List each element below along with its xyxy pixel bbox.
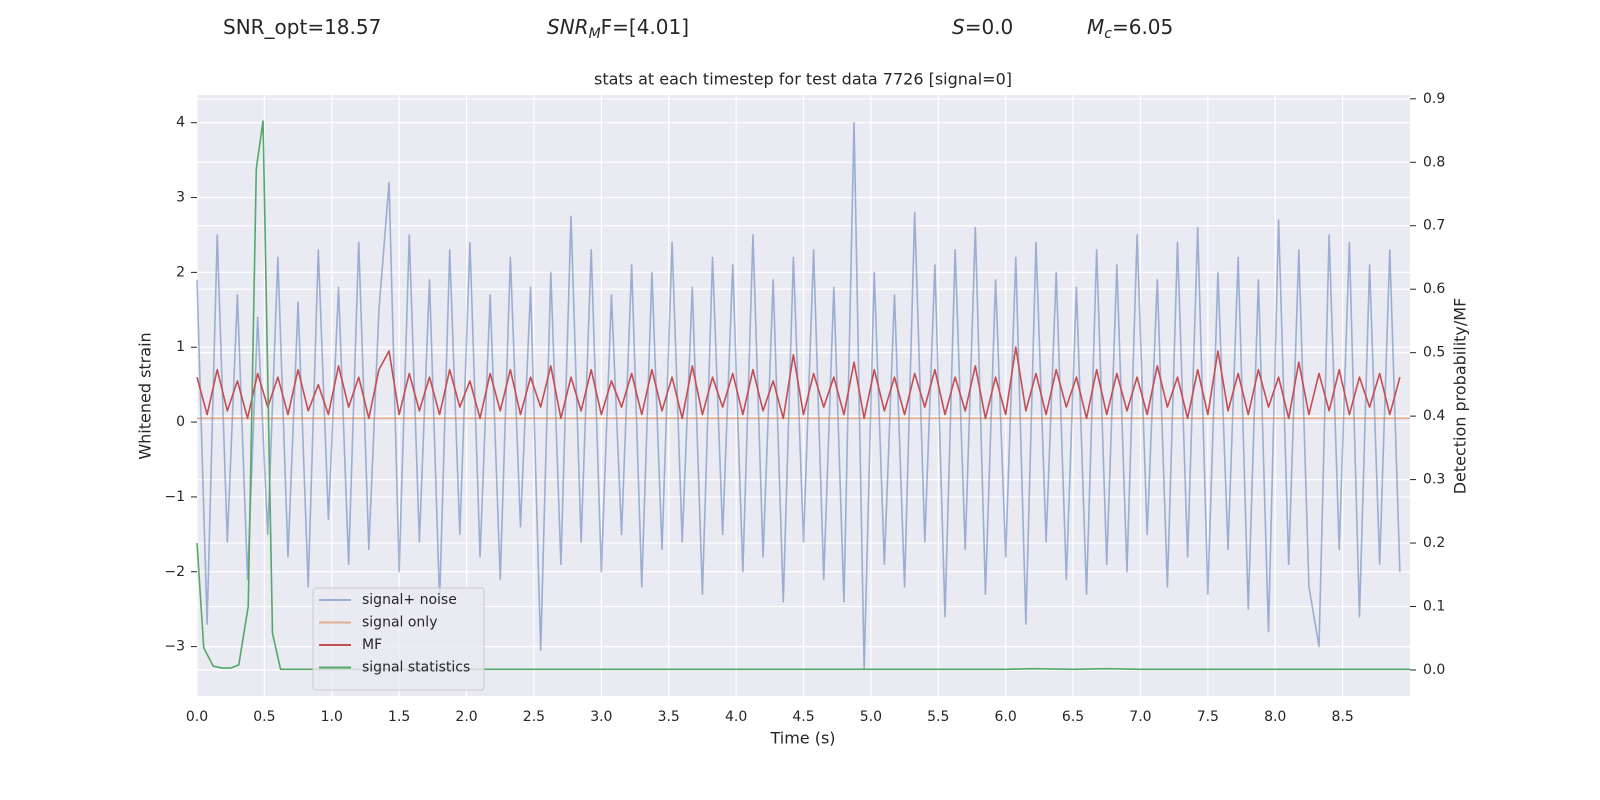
legend-label: signal statistics [362, 660, 470, 676]
y2-tick-label: 0.2 [1423, 535, 1445, 551]
legend-label: MF [362, 637, 382, 653]
y-tick-label: −1 [164, 489, 185, 505]
annotation-text: SNR_opt=18.57 [223, 15, 381, 39]
x-tick-label: 3.5 [658, 709, 680, 725]
x-tick-label: 1.5 [388, 709, 410, 725]
x-tick-label: 8.0 [1264, 709, 1286, 725]
legend-label: signal only [362, 615, 437, 631]
y-tick-label: 3 [176, 190, 185, 206]
y2-tick-label: 0.8 [1423, 154, 1445, 170]
x-tick-label: 6.5 [1062, 709, 1084, 725]
annotation-subscript: M [589, 26, 601, 42]
header-annotation: SNR_opt=18.57 [223, 15, 381, 39]
x-tick-label: 3.0 [590, 709, 612, 725]
y2-tick-label: 0.0 [1423, 662, 1445, 678]
annotation-subscript: c [1104, 26, 1112, 42]
x-tick-label: 1.0 [321, 709, 343, 725]
y-tick-label: 0 [176, 414, 185, 430]
y-tick-label: 4 [176, 115, 185, 131]
x-tick-label: 5.5 [927, 709, 949, 725]
y2-tick-label: 0.7 [1423, 218, 1445, 234]
x-tick-label: 2.5 [523, 709, 545, 725]
annotation-text: =6.05 [1112, 15, 1173, 39]
y-tick-label: −3 [164, 639, 185, 655]
y-tick-label: 1 [176, 339, 185, 355]
series-line [196, 121, 1401, 670]
annotation-symbol: S [952, 15, 965, 39]
y-axis-label: Whitened strain [136, 332, 155, 459]
x-tick-label: 6.0 [995, 709, 1017, 725]
header-annotation: Mc=6.05 [1087, 15, 1173, 43]
y2-tick-label: 0.6 [1423, 281, 1445, 297]
x-tick-label: 2.0 [455, 709, 477, 725]
header-annotation: SNRMF=[4.01] [547, 15, 689, 43]
y-tick-label: 2 [176, 264, 185, 280]
x-axis-label: Time (s) [769, 729, 835, 748]
legend-label: signal+ noise [362, 592, 457, 608]
x-tick-label: 0.5 [253, 709, 275, 725]
series-line [196, 346, 1401, 420]
annotation-text: =0.0 [965, 15, 1014, 39]
header-annotation: S=0.0 [952, 15, 1013, 39]
x-tick-label: 4.5 [792, 709, 814, 725]
annotation-symbol: M [1087, 15, 1104, 39]
annotation-symbol: SNR [547, 15, 589, 39]
x-tick-label: 7.5 [1197, 709, 1219, 725]
y2-axis-label: Detection probability/MF [1451, 298, 1470, 495]
x-tick-label: 8.5 [1331, 709, 1353, 725]
y2-tick-label: 0.1 [1423, 599, 1445, 615]
y-tick-label: −2 [164, 564, 185, 580]
x-tick-label: 4.0 [725, 709, 747, 725]
y2-tick-label: 0.5 [1423, 345, 1445, 361]
chart-title: stats at each timestep for test data 772… [594, 70, 1012, 89]
x-tick-label: 5.0 [860, 709, 882, 725]
y2-tick-label: 0.9 [1423, 91, 1445, 107]
legend-box [312, 587, 485, 691]
y2-tick-label: 0.3 [1423, 472, 1445, 488]
x-tick-label: 0.0 [186, 709, 208, 725]
x-tick-label: 7.0 [1129, 709, 1151, 725]
y2-tick-label: 0.4 [1423, 408, 1445, 424]
annotation-text: F=[4.01] [601, 15, 689, 39]
